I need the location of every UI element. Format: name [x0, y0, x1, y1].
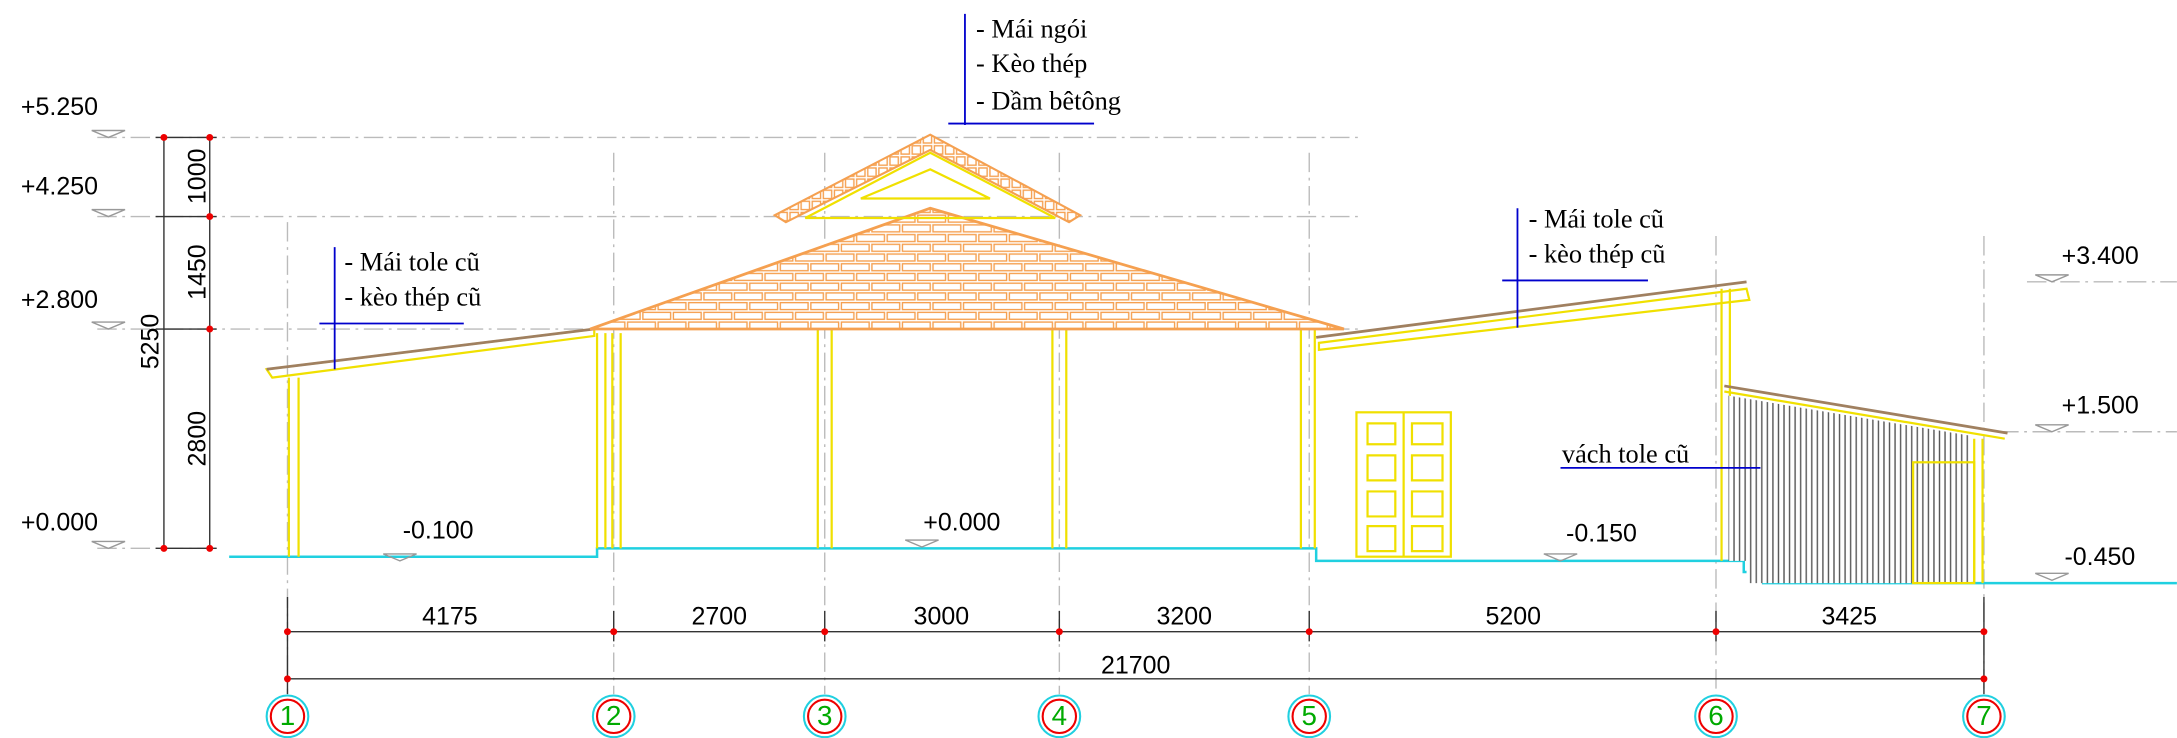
axis-bubble: [596, 698, 632, 735]
axis-bubble-outer: [1694, 694, 1738, 738]
level-markers: [91, 129, 2069, 582]
horizontal-dimension: 4175: [422, 603, 478, 631]
axis-bubble-outer: [1287, 694, 1332, 738]
floor-level: -0.150: [1566, 519, 1637, 547]
level-label: +3.400: [2062, 242, 2139, 270]
axis-label: 4: [1052, 700, 1067, 731]
axis-label: 3: [817, 700, 832, 731]
floor-level: -0.100: [403, 517, 474, 545]
level-label: +0.000: [21, 508, 98, 536]
dimension-lines: [155, 133, 1988, 695]
axis-bubble-outer: [591, 694, 636, 738]
axis-label: 2: [606, 700, 621, 731]
axis-label: 5: [1302, 700, 1317, 731]
axis-bubbles: 1 2 3 4 5 6 7: [265, 694, 2006, 738]
horizontal-dimension: 3000: [914, 603, 970, 631]
level-label: -0.450: [2064, 543, 2135, 571]
axis-bubble-outer: [1037, 694, 1082, 738]
level-label: +2.800: [21, 286, 98, 314]
axis-label: 6: [1708, 700, 1723, 731]
level-label: +1.500: [2062, 392, 2139, 420]
horizontal-dimension: 3200: [1157, 603, 1213, 631]
vertical-dimension: 1450: [184, 244, 212, 300]
axis-bubble: [1041, 698, 1078, 735]
axis-bubble: [807, 698, 843, 735]
axis-bubble: [1966, 698, 2002, 735]
axis-label: 7: [1976, 700, 1991, 731]
note: - kèo thép cũ: [344, 282, 481, 311]
horizontal-dimension: 5200: [1486, 603, 1542, 631]
axis-bubble-outer: [802, 694, 847, 738]
note: - Mái tole cũ: [1529, 205, 1664, 234]
axis-bubble-outer: [1962, 694, 2006, 738]
level-label: +4.250: [21, 172, 98, 200]
grid-lines: [97, 136, 2177, 695]
overall-dimension: 21700: [1101, 651, 1170, 679]
horizontal-dimension: 3425: [1821, 603, 1877, 631]
level-label: +5.250: [21, 93, 98, 121]
note: - kèo thép cũ: [1529, 239, 1666, 268]
vertical-dimension: 1000: [184, 149, 212, 205]
note: - Dầm bêtông: [976, 87, 1121, 116]
axis-label: 1: [280, 700, 295, 731]
leaders: [319, 13, 1761, 469]
vertical-dimension: 5250: [136, 314, 164, 370]
axis-bubble: [269, 698, 306, 735]
vertical-dimension: 2800: [184, 411, 212, 467]
note: - Mái tole cũ: [344, 248, 479, 277]
note: vách tole cũ: [1562, 439, 1689, 468]
axis-bubble-outer: [265, 694, 310, 738]
note: - Kèo thép: [976, 49, 1087, 78]
building: [264, 133, 2008, 585]
floor-level: +0.000: [923, 508, 1000, 536]
horizontal-dimension: 2700: [691, 603, 747, 631]
note: - Mái ngói: [976, 14, 1087, 43]
axis-bubble: [1291, 698, 1327, 735]
axis-bubble: [1698, 698, 1734, 735]
